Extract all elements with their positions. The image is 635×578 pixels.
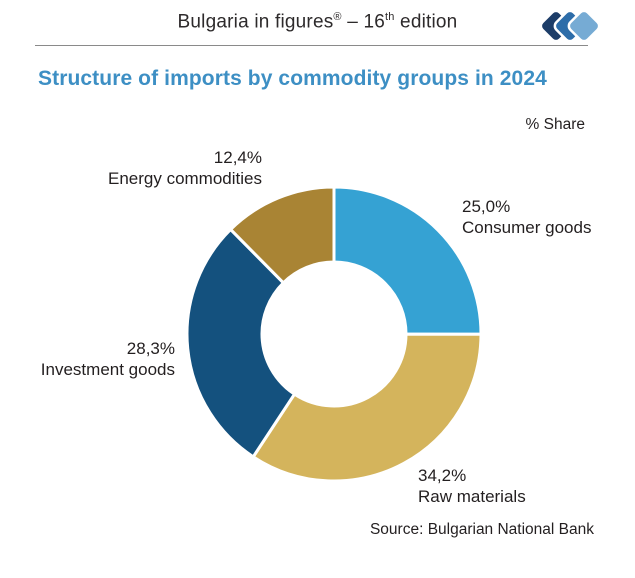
callout-value: 28,3% — [126, 339, 175, 358]
header-divider — [35, 45, 588, 46]
callout-value: 34,2% — [418, 466, 467, 485]
unit-label: % Share — [525, 116, 585, 133]
callout-investment-goods: 28,3% Investment goods — [18, 338, 175, 380]
header-title-text: Bulgaria in figures — [177, 11, 334, 33]
donut-chart — [185, 185, 483, 483]
donut-segment-investment-goods — [185, 227, 297, 459]
callout-raw-materials: 34,2% Raw materials — [418, 465, 618, 507]
callout-category: Investment goods — [40, 360, 175, 379]
page-title: Structure of imports by commodity groups… — [38, 67, 547, 90]
app-header-title: Bulgaria in figures® – 16th edition — [0, 11, 635, 33]
source-note: Source: Bulgarian National Bank — [369, 521, 594, 538]
donut-segment-consumer-goods — [332, 185, 483, 336]
donut-segment-energy-commodities — [228, 185, 336, 285]
donut-segment-raw-materials — [251, 332, 483, 483]
callout-category: Consumer goods — [462, 218, 592, 237]
header-title-edition: – 16 — [341, 11, 385, 33]
callout-energy-commodities: 12,4% Energy commodities — [40, 147, 262, 189]
callout-value: 12,4% — [213, 148, 262, 167]
callout-category: Raw materials — [418, 487, 526, 506]
ordinal-suffix: th — [385, 11, 395, 23]
header-title-end: edition — [394, 11, 458, 33]
callout-consumer-goods: 25,0% Consumer goods — [462, 196, 632, 238]
registered-mark: ® — [333, 11, 342, 23]
callout-category: Energy commodities — [107, 169, 262, 188]
callout-value: 25,0% — [462, 197, 511, 216]
